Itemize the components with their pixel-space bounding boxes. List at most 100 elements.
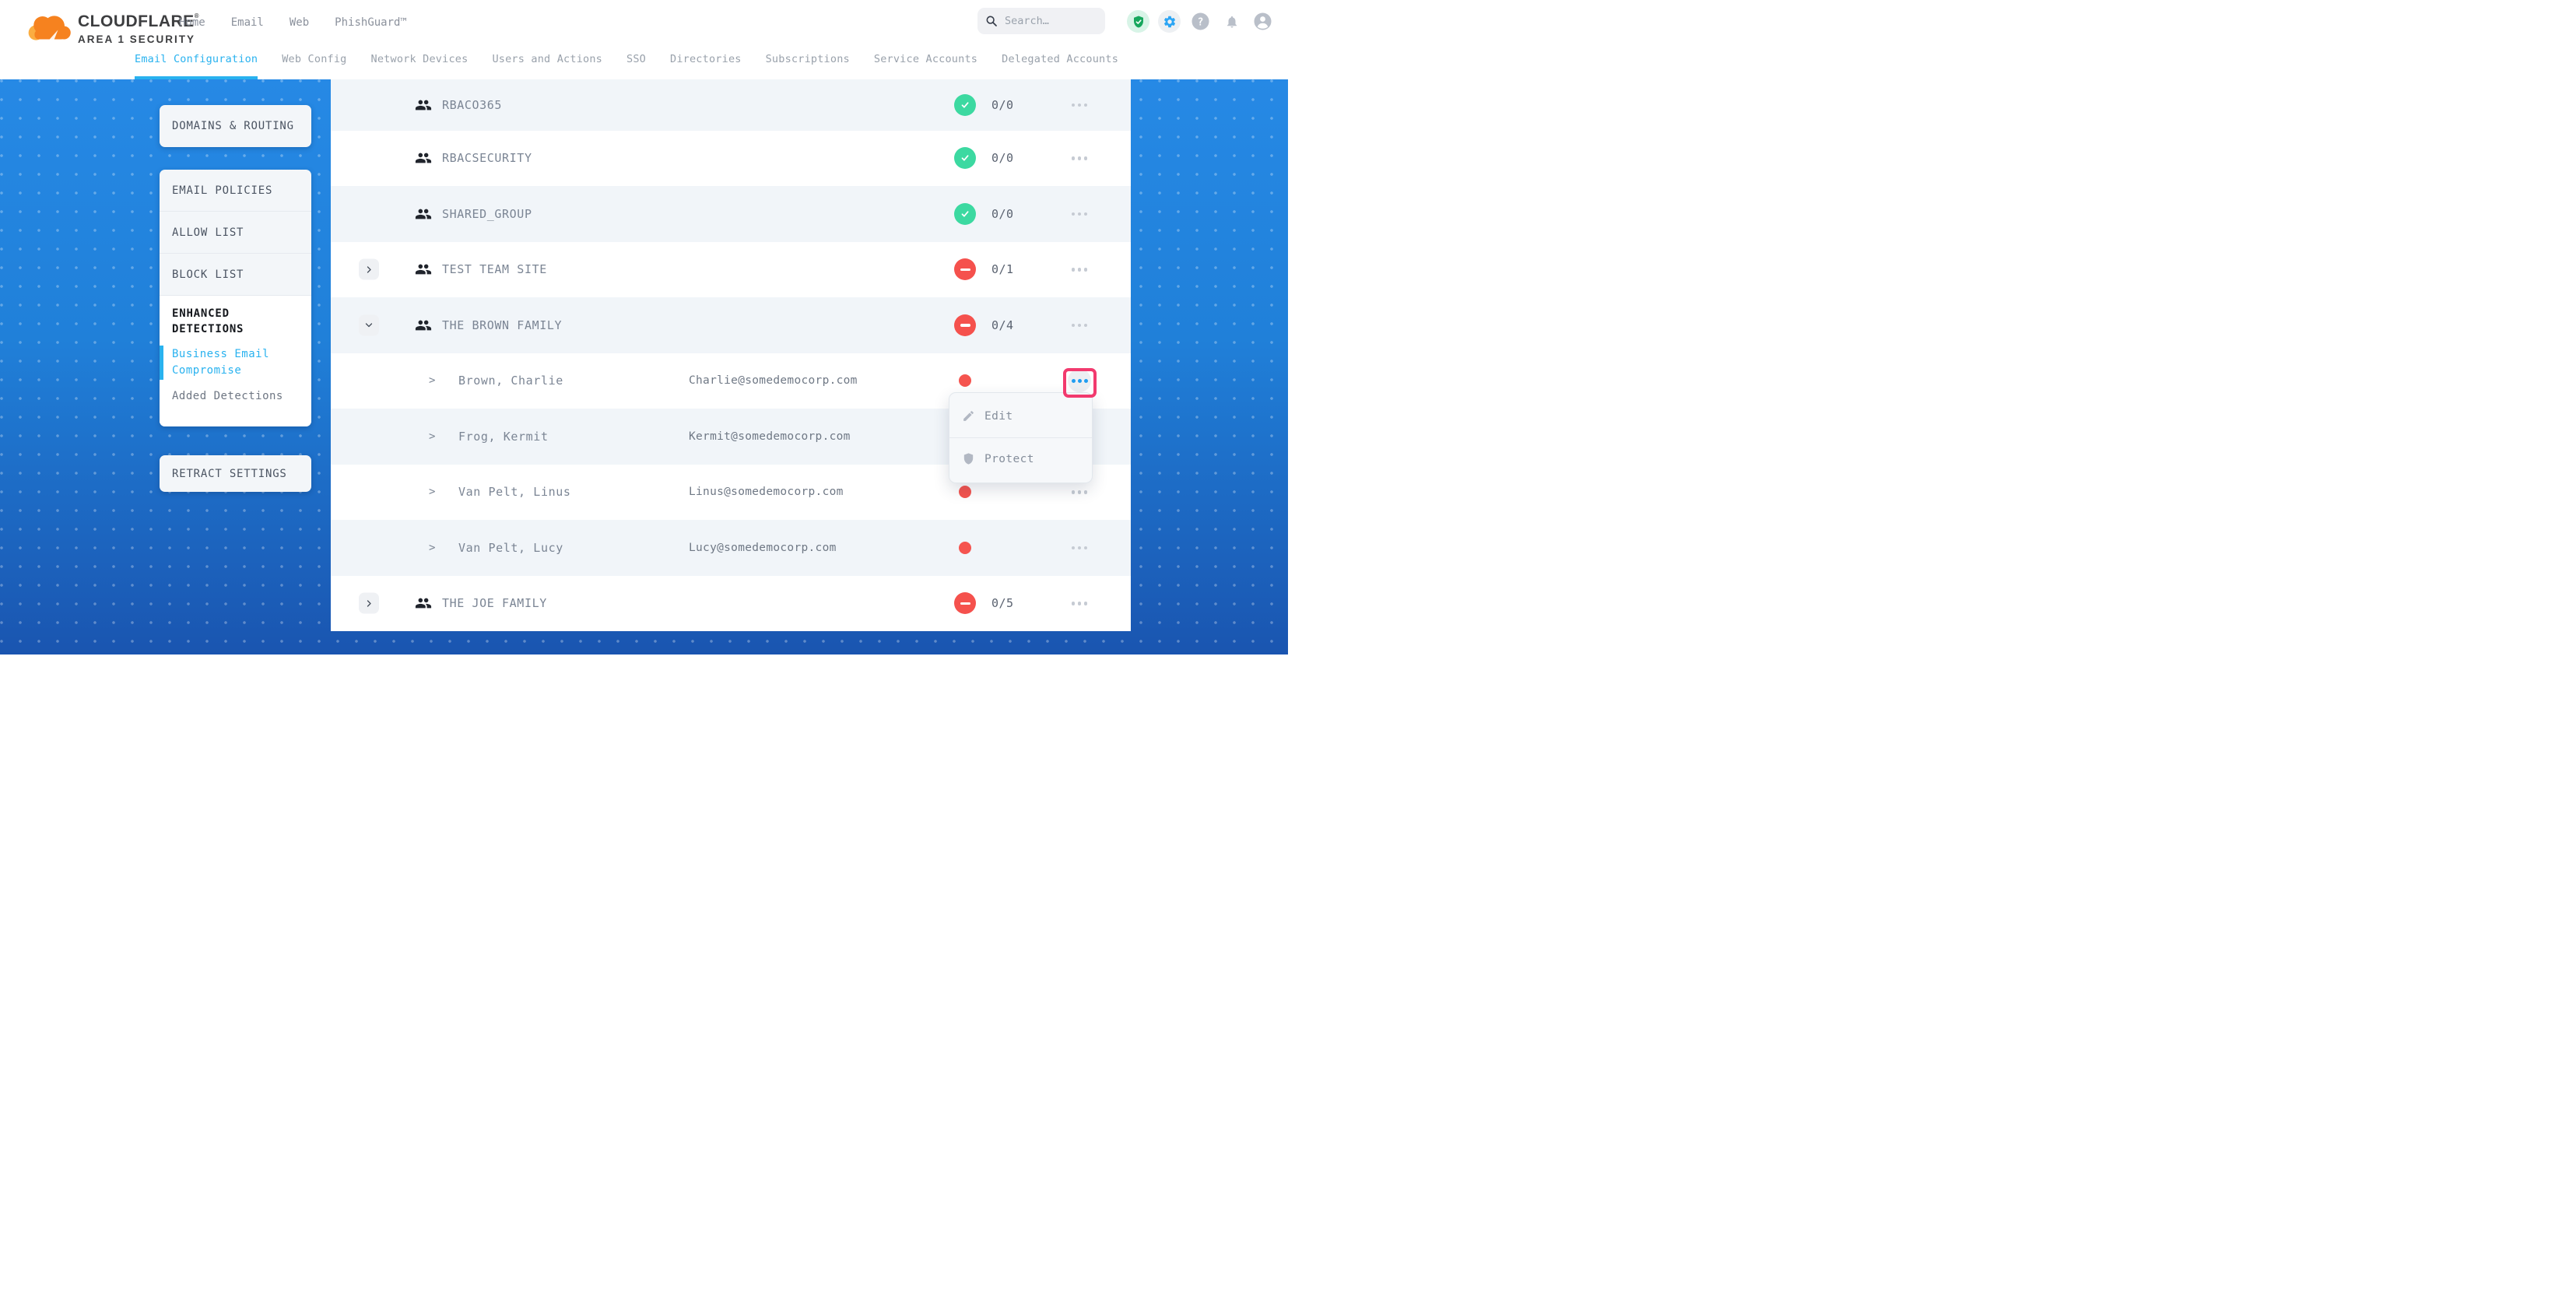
svg-text:?: ?	[1198, 17, 1204, 29]
protected-count: 0/0	[991, 151, 1014, 166]
sidebar-item-retract-settings[interactable]: RETRACT SETTINGS	[160, 455, 311, 492]
sidebar-item-block-list[interactable]: BLOCK LIST	[160, 254, 311, 296]
nav-phishguard[interactable]: PhishGuard™	[335, 16, 407, 29]
expand-button[interactable]	[359, 592, 379, 614]
sidebar-item-email-policies[interactable]: EMAIL POLICIES	[160, 170, 311, 212]
user-name: Van Pelt, Lucy	[458, 540, 563, 555]
sidebar-item-domains-routing[interactable]: DOMAINS & ROUTING	[160, 105, 311, 147]
table-row-group: SHARED_GROUP 0/0	[331, 186, 1131, 242]
tab-delegated-accounts[interactable]: Delegated Accounts	[1002, 53, 1119, 65]
status-ok-icon	[954, 93, 976, 116]
menu-item-edit[interactable]: Edit	[949, 395, 1092, 437]
group-icon	[415, 261, 432, 278]
settings-icon[interactable]	[1158, 10, 1181, 33]
row-menu-button[interactable]	[1067, 318, 1092, 333]
protection-status-icon[interactable]	[1127, 10, 1149, 33]
group-name: RBACO365	[442, 97, 503, 112]
brand-subtitle: AREA 1 SECURITY	[78, 33, 196, 45]
group-name: THE JOE FAMILY	[442, 596, 547, 611]
sidebar-label: RETRACT SETTINGS	[172, 467, 287, 480]
help-icon[interactable]: ?	[1189, 10, 1212, 33]
nav-email[interactable]: Email	[230, 16, 264, 29]
sidebar-label: EMAIL POLICIES	[172, 184, 273, 197]
brand-name: CLOUDFLARE®	[78, 12, 200, 30]
brand[interactable]: CLOUDFLARE® AREA 1 SECURITY	[23, 5, 199, 45]
sidebar-label: BLOCK LIST	[172, 268, 244, 281]
user-row-chevron[interactable]: >	[429, 541, 436, 554]
group-icon	[415, 149, 432, 167]
user-avatar-icon	[1254, 12, 1272, 30]
alert-dot	[959, 374, 971, 388]
notifications-icon[interactable]	[1220, 10, 1243, 33]
alert-dot	[959, 486, 971, 499]
status-blocked-icon	[954, 592, 976, 615]
account-icon[interactable]	[1251, 10, 1274, 33]
search-icon	[986, 16, 997, 26]
sidebar-section-enhanced-detections: ENHANCED DETECTIONS Business Email Compr…	[160, 296, 311, 426]
sidebar-label: Added Detections	[172, 389, 283, 402]
sidebar-item-business-email-compromise[interactable]: Business Email Compromise	[160, 345, 290, 380]
bell-icon	[1227, 16, 1237, 27]
tab-email-configuration[interactable]: Email Configuration	[135, 39, 258, 79]
tab-network-devices[interactable]: Network Devices	[370, 53, 469, 65]
row-menu-button[interactable]	[1067, 150, 1092, 166]
user-row-chevron[interactable]: >	[429, 430, 436, 443]
tab-directories[interactable]: Directories	[670, 53, 742, 65]
sidebar-item-enhanced-detections[interactable]: ENHANCED DETECTIONS	[172, 307, 244, 336]
chevron-right-icon	[367, 600, 371, 607]
protected-count: 0/5	[991, 596, 1014, 611]
expand-button[interactable]	[359, 258, 379, 280]
registered-mark: ®	[194, 12, 200, 19]
row-menu-button[interactable]	[1067, 484, 1092, 500]
user-name: Van Pelt, Linus	[458, 485, 571, 500]
nav-home[interactable]: Home	[179, 16, 205, 29]
user-email: Lucy@somedemocorp.com	[689, 541, 837, 554]
group-name: THE BROWN FAMILY	[442, 318, 563, 332]
search-input[interactable]	[1005, 15, 1090, 27]
sidebar-item-allow-list[interactable]: ALLOW LIST	[160, 212, 311, 254]
context-menu: Edit Protect	[949, 391, 1093, 483]
tab-service-accounts[interactable]: Service Accounts	[873, 53, 978, 65]
status-ok-icon	[954, 147, 976, 170]
row-menu-button[interactable]	[1067, 595, 1092, 611]
group-icon	[415, 205, 432, 223]
menu-divider	[949, 437, 1092, 438]
status-blocked-icon	[954, 258, 976, 281]
table-row-user: > Brown, Charlie Charlie@somedemocorp.co…	[331, 353, 1131, 483]
secondary-tabs: Email Configuration Web Config Network D…	[135, 39, 1118, 79]
menu-item-protect[interactable]: Protect	[949, 438, 1092, 480]
sidebar-policies-card: EMAIL POLICIES ALLOW LIST BLOCK LIST ENH…	[160, 170, 311, 426]
user-email: Linus@somedemocorp.com	[689, 486, 844, 499]
status-blocked-icon	[954, 314, 976, 336]
top-header: CLOUDFLARE® AREA 1 SECURITY Home Email W…	[0, 0, 1288, 79]
tab-web-config[interactable]: Web Config	[282, 53, 347, 65]
sidebar-label: DOMAINS & ROUTING	[172, 120, 294, 132]
cloudflare-logo-icon	[28, 16, 71, 40]
nav-web[interactable]: Web	[289, 16, 310, 29]
search-box[interactable]	[977, 8, 1105, 34]
row-menu-button[interactable]	[1067, 261, 1092, 277]
user-row-chevron[interactable]: >	[429, 374, 436, 388]
sidebar-item-added-detections[interactable]: Added Detections	[172, 388, 299, 405]
tab-subscriptions[interactable]: Subscriptions	[765, 53, 850, 65]
table-row-group: TEST TEAM SITE 0/1	[331, 241, 1131, 297]
protected-count: 0/4	[991, 318, 1014, 332]
protected-count: 0/0	[991, 206, 1014, 221]
row-menu-button[interactable]	[1067, 540, 1092, 556]
group-name: SHARED_GROUP	[442, 206, 532, 221]
tab-users-and-actions[interactable]: Users and Actions	[492, 53, 603, 65]
tab-sso[interactable]: SSO	[626, 53, 646, 65]
user-row-chevron[interactable]: >	[429, 486, 436, 499]
row-menu-button[interactable]	[1067, 206, 1092, 222]
row-menu-button[interactable]	[1067, 97, 1092, 113]
collapse-button[interactable]	[359, 314, 379, 336]
table-row-group: RBACSECURITY 0/0	[331, 130, 1131, 186]
groups-table: RBACO365 0/0 RBACSECURITY 0/0 SHARED_GRO…	[331, 79, 1131, 631]
user-email: Kermit@somedemocorp.com	[689, 430, 851, 443]
table-row-group: THE BROWN FAMILY 0/4	[331, 297, 1131, 353]
header-icons: ?	[1127, 10, 1274, 33]
user-name: Frog, Kermit	[458, 429, 549, 444]
gear-icon	[1163, 16, 1175, 27]
chevron-right-icon	[367, 266, 371, 273]
row-menu-button-active[interactable]	[1068, 369, 1091, 393]
